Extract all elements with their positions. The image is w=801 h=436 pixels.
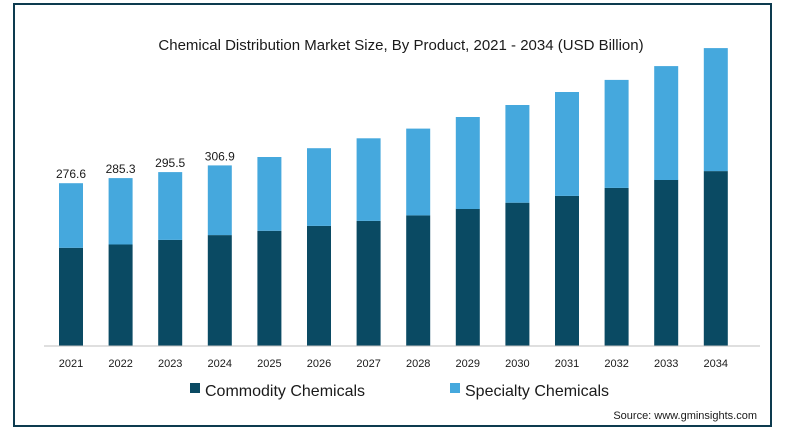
x-tick-2026: 2026	[307, 358, 331, 370]
bar-specialty-2027	[356, 138, 381, 221]
data-label-2022: 285.3	[106, 162, 136, 176]
bar-commodity-2026	[307, 225, 331, 346]
x-tick-2030: 2030	[505, 358, 529, 370]
data-label-2024: 306.9	[205, 149, 235, 163]
bars-group	[59, 48, 728, 346]
bar-commodity-2028	[406, 215, 431, 346]
data-label-2023: 295.5	[155, 156, 185, 170]
legend-label-commodity: Commodity Chemicals	[205, 383, 365, 400]
x-tick-2025: 2025	[257, 358, 281, 370]
bar-commodity-2030	[505, 202, 530, 346]
x-tick-2028: 2028	[406, 358, 430, 370]
bar-specialty-2034	[703, 48, 728, 172]
x-tick-2029: 2029	[456, 358, 480, 370]
bar-specialty-2025	[257, 157, 282, 231]
legend-swatch-commodity	[190, 383, 200, 393]
bar-commodity-2021	[59, 247, 83, 346]
bar-specialty-2026	[307, 148, 331, 226]
x-tick-2031: 2031	[555, 358, 579, 370]
x-tick-2033: 2033	[654, 358, 678, 370]
x-tick-2027: 2027	[356, 358, 380, 370]
bar-commodity-2023	[158, 239, 183, 346]
bar-specialty-2030	[505, 105, 530, 203]
bar-specialty-2029	[455, 117, 480, 209]
bar-commodity-2033	[654, 179, 679, 346]
data-label-2021: 276.6	[56, 167, 86, 181]
legend: Commodity Chemicals Specialty Chemicals	[190, 383, 609, 400]
bar-specialty-2022	[108, 178, 133, 245]
source-note: Source: www.gminsights.com	[613, 410, 757, 422]
x-tick-2032: 2032	[604, 358, 628, 370]
bar-specialty-2021	[59, 183, 83, 248]
x-tick-labels: 2021 2022 2023 2024 2025 2026 2027 2028 2029 2030…	[59, 358, 728, 370]
bar-specialty-2031	[555, 92, 579, 196]
bar-commodity-2025	[257, 230, 282, 346]
bar-commodity-2029	[455, 208, 480, 346]
bar-commodity-2032	[604, 187, 629, 346]
chart-title: Chemical Distribution Market Size, By Pr…	[158, 37, 643, 54]
bar-specialty-2024	[207, 165, 232, 236]
chart-frame	[13, 3, 772, 427]
x-tick-2022: 2022	[108, 358, 132, 370]
bar-commodity-2034	[703, 171, 728, 346]
bar-specialty-2028	[406, 128, 431, 216]
bar-specialty-2033	[654, 66, 679, 180]
legend-label-specialty: Specialty Chemicals	[465, 383, 609, 400]
data-labels: 276.6 285.3 295.5 306.9	[56, 149, 235, 181]
bar-specialty-2032	[604, 79, 629, 188]
bar-commodity-2027	[356, 220, 381, 346]
x-tick-2034: 2034	[704, 358, 728, 370]
bar-specialty-2023	[158, 172, 183, 240]
x-tick-2024: 2024	[208, 358, 232, 370]
bar-commodity-2024	[207, 235, 232, 346]
x-tick-2023: 2023	[158, 358, 182, 370]
legend-swatch-specialty	[450, 383, 460, 393]
x-tick-2021: 2021	[59, 358, 83, 370]
bar-commodity-2031	[555, 195, 579, 346]
bar-commodity-2022	[108, 244, 133, 346]
